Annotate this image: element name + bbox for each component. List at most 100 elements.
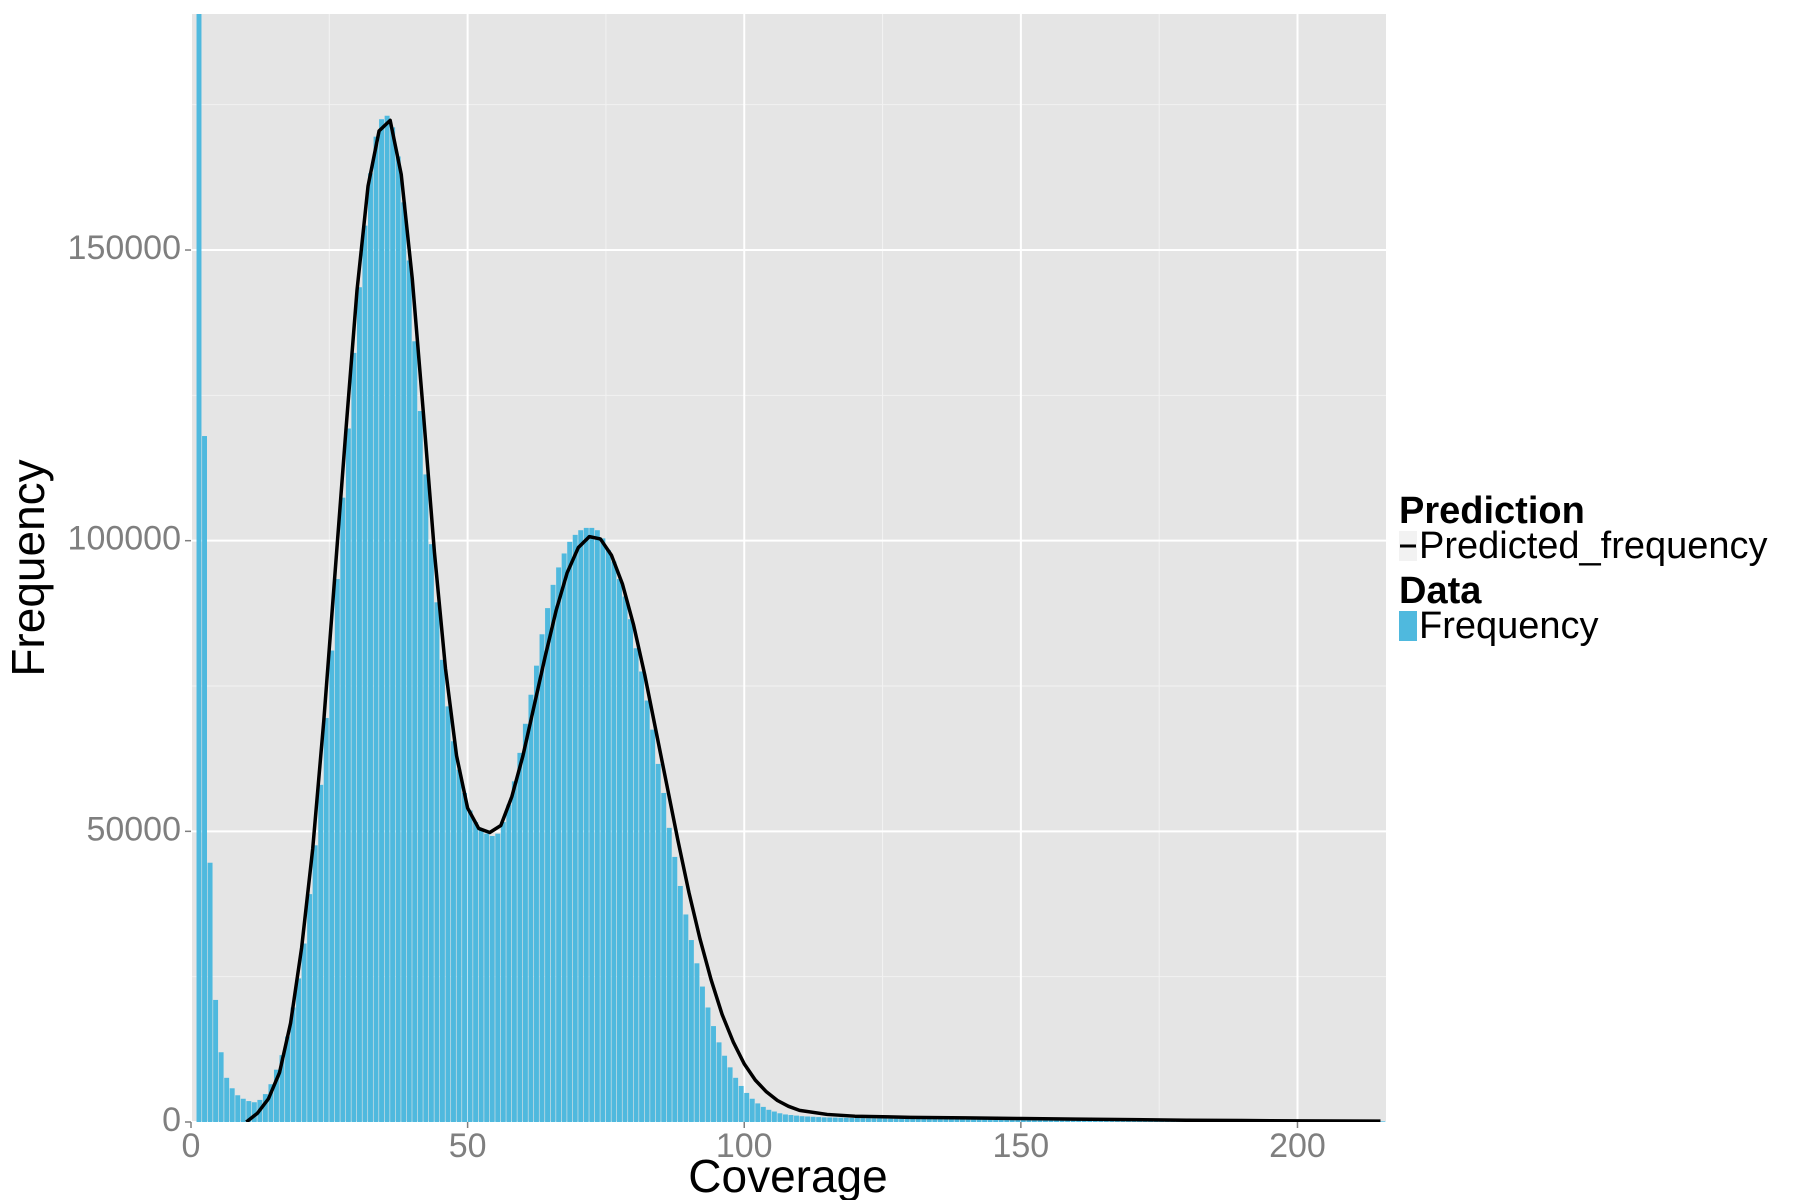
bar	[390, 127, 396, 1122]
bar	[794, 1115, 799, 1122]
legend: Prediction Predicted_frequency Data Freq…	[1399, 490, 1768, 647]
bar	[827, 1117, 833, 1122]
bar	[273, 1069, 279, 1122]
bar	[556, 567, 562, 1122]
bar	[788, 1115, 794, 1122]
bar	[1081, 1119, 1087, 1122]
bar	[910, 1118, 916, 1122]
bar	[522, 723, 528, 1122]
legend-title: Prediction	[1399, 490, 1585, 532]
bar	[766, 1109, 772, 1122]
bar	[484, 833, 490, 1122]
bar	[567, 541, 573, 1122]
bar	[1042, 1119, 1048, 1122]
bar	[683, 914, 689, 1122]
bar	[1054, 1119, 1059, 1122]
bar	[439, 659, 445, 1122]
bar	[694, 963, 700, 1122]
bar	[500, 822, 506, 1122]
y-tick-label: 100000	[68, 520, 181, 558]
bar	[832, 1117, 838, 1122]
y-tick-label: 0	[162, 1101, 181, 1139]
bar	[489, 835, 495, 1122]
bar	[799, 1116, 805, 1122]
bar	[218, 1052, 224, 1122]
bar	[572, 534, 578, 1122]
bar	[600, 538, 606, 1122]
bar	[998, 1119, 1004, 1122]
bar	[777, 1113, 783, 1122]
bar	[545, 608, 551, 1122]
overlay	[245, 118, 1381, 1122]
bar	[810, 1116, 816, 1122]
bar	[937, 1119, 943, 1122]
bar	[960, 1119, 965, 1122]
y-tick-label: 50000	[86, 810, 181, 848]
bar	[622, 596, 628, 1122]
bar	[688, 940, 694, 1122]
bar	[318, 784, 324, 1122]
bar	[340, 497, 346, 1122]
bar	[865, 1118, 871, 1122]
bar	[434, 602, 440, 1122]
bar	[578, 530, 584, 1122]
bar	[1065, 1119, 1071, 1122]
bar	[1015, 1119, 1021, 1122]
bar	[594, 530, 600, 1122]
bar	[727, 1067, 733, 1122]
legend-label: Predicted_frequency	[1419, 525, 1768, 567]
legend-key-bar	[1399, 611, 1417, 641]
legend-title: Data	[1399, 570, 1482, 612]
bar	[196, 14, 202, 1122]
bar	[816, 1117, 822, 1122]
bar	[423, 474, 429, 1122]
bar	[854, 1118, 860, 1122]
predicted-line	[245, 118, 1381, 1122]
bar	[899, 1118, 905, 1122]
bar	[412, 341, 418, 1122]
bar	[860, 1118, 866, 1122]
bar	[362, 225, 368, 1122]
bar	[1070, 1119, 1076, 1122]
bar	[661, 792, 667, 1122]
x-tick-label: 200	[1269, 1127, 1326, 1165]
bar	[650, 729, 656, 1122]
bar	[251, 1102, 257, 1122]
bars	[196, 14, 1386, 1122]
bar	[462, 792, 468, 1122]
bar	[677, 885, 683, 1122]
bar	[633, 648, 639, 1122]
bar	[849, 1117, 855, 1122]
bar	[401, 202, 407, 1122]
bar	[213, 999, 219, 1122]
bar	[699, 986, 705, 1122]
bar	[373, 136, 379, 1122]
bar	[285, 1036, 290, 1122]
bar	[583, 527, 589, 1122]
bar	[451, 741, 456, 1122]
x-tick-label: 0	[182, 1127, 201, 1165]
bar	[417, 411, 423, 1122]
bar	[666, 827, 672, 1122]
bar	[445, 706, 451, 1122]
bar	[1020, 1119, 1026, 1122]
bar	[290, 1007, 296, 1122]
bar	[926, 1119, 932, 1122]
bar	[1037, 1119, 1043, 1122]
bar	[1026, 1119, 1032, 1122]
bar	[268, 1084, 274, 1122]
bar	[893, 1118, 899, 1122]
y-axis-title: Frequency	[2, 459, 54, 676]
bar	[478, 829, 484, 1122]
bar	[877, 1118, 882, 1122]
bar	[976, 1119, 982, 1122]
bar	[749, 1098, 755, 1122]
bar	[711, 1026, 716, 1122]
bar	[655, 763, 661, 1122]
bar	[1076, 1119, 1082, 1122]
bar	[296, 978, 302, 1122]
x-tick-label: 100	[716, 1127, 773, 1165]
bar	[345, 428, 351, 1122]
bar	[782, 1114, 788, 1122]
bar	[616, 579, 622, 1122]
